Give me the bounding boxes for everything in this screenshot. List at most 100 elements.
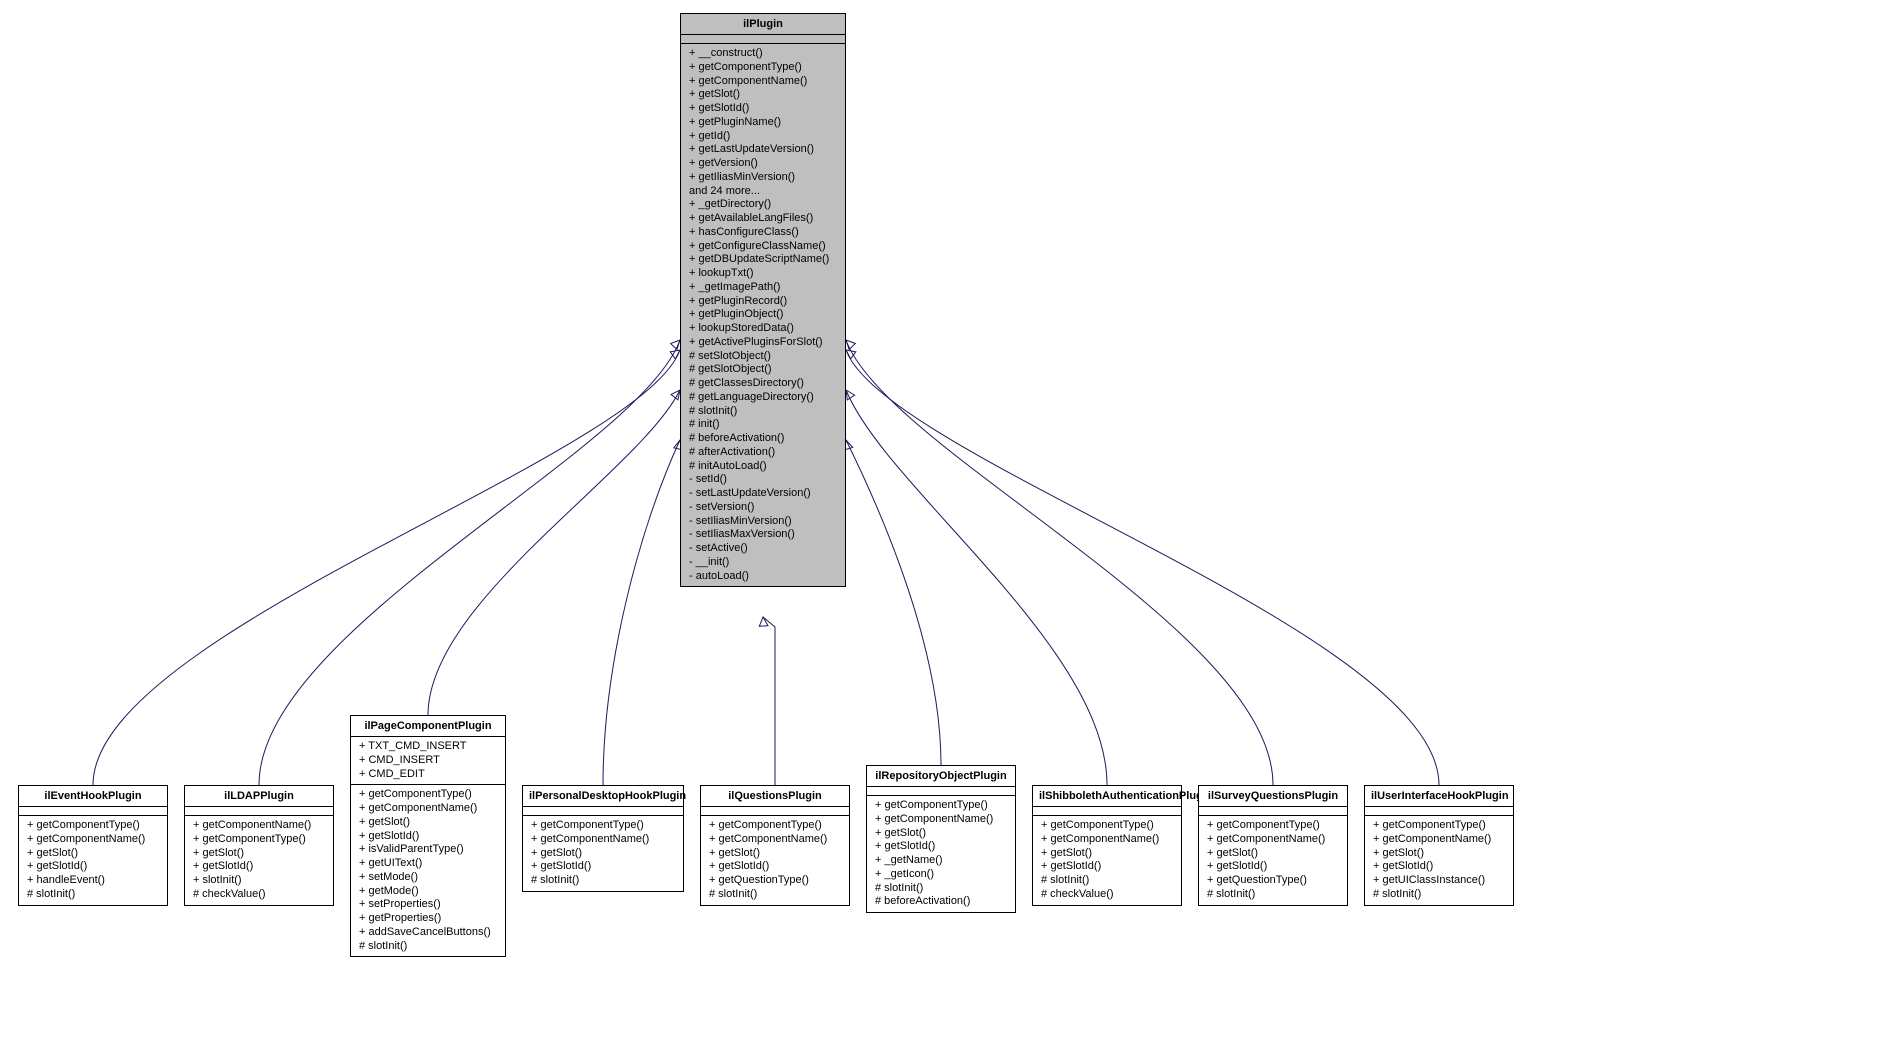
method[interactable]: # initAutoLoad() [689,460,837,474]
method[interactable]: + getSlot() [193,847,325,861]
method[interactable]: + getLastUpdateVersion() [689,143,837,157]
method[interactable]: # beforeActivation() [689,432,837,446]
method[interactable]: # checkValue() [1041,888,1173,902]
method[interactable]: + _getImagePath() [689,281,837,295]
method[interactable]: + getComponentType() [1041,819,1173,833]
method[interactable]: + getSlot() [709,847,841,861]
method[interactable]: # slotInit() [1041,874,1173,888]
method[interactable]: + _getIcon() [875,868,1007,882]
method[interactable]: + getVersion() [689,157,837,171]
method[interactable]: + getComponentType() [1207,819,1339,833]
method[interactable]: # init() [689,418,837,432]
method[interactable]: and 24 more... [689,185,837,199]
class-title[interactable]: ilShibbolethAuthenticationPlugin [1033,786,1181,807]
uml-class-ilSurveyQuestionsPlugin[interactable]: ilSurveyQuestionsPlugin + getComponentTyp… [1198,785,1348,906]
method[interactable]: + getComponentType() [359,788,497,802]
method[interactable]: + getSlotId() [359,830,497,844]
method[interactable]: + setMode() [359,871,497,885]
method[interactable]: - setLastUpdateVersion() [689,487,837,501]
uml-class-ilPersonalDesktopHookPlugin[interactable]: ilPersonalDesktopHookPlugin + getComponen… [522,785,684,892]
method[interactable]: - setIliasMaxVersion() [689,528,837,542]
method[interactable]: + getMode() [359,885,497,899]
method[interactable]: + getSlot() [689,88,837,102]
method[interactable]: + getComponentName() [689,75,837,89]
method[interactable]: + getSlot() [27,847,159,861]
method[interactable]: + getComponentName() [27,833,159,847]
method[interactable]: + getProperties() [359,912,497,926]
method[interactable]: + getComponentName() [709,833,841,847]
class-title[interactable]: ilSurveyQuestionsPlugin [1199,786,1347,807]
method[interactable]: + getComponentName() [1041,833,1173,847]
method[interactable]: + getConfigureClassName() [689,240,837,254]
method[interactable]: + getSlotId() [1041,860,1173,874]
method[interactable]: + getUIClassInstance() [1373,874,1505,888]
uml-class-ilLDAPPlugin[interactable]: ilLDAPPlugin+ getComponentName()+ getCom… [184,785,334,906]
method[interactable]: - autoLoad() [689,570,837,584]
method[interactable]: + lookupTxt() [689,267,837,281]
method[interactable]: # slotInit() [27,888,159,902]
attribute[interactable]: + CMD_EDIT [359,768,497,782]
method[interactable]: # getSlotObject() [689,363,837,377]
method[interactable]: + getSlotId() [875,840,1007,854]
method[interactable]: + handleEvent() [27,874,159,888]
method[interactable]: + getSlotId() [709,860,841,874]
uml-class-ilShibbolethAuthenticationPlugin[interactable]: ilShibbolethAuthenticationPlugin + getCom… [1032,785,1182,906]
method[interactable]: + getSlot() [1041,847,1173,861]
method[interactable]: + slotInit() [193,874,325,888]
method[interactable]: + getAvailableLangFiles() [689,212,837,226]
method[interactable]: # getClassesDirectory() [689,377,837,391]
method[interactable]: + getComponentType() [709,819,841,833]
method[interactable]: + lookupStoredData() [689,322,837,336]
method[interactable]: # slotInit() [1373,888,1505,902]
method[interactable]: + getComponentType() [875,799,1007,813]
method[interactable]: # slotInit() [875,882,1007,896]
method[interactable]: # slotInit() [709,888,841,902]
method[interactable]: + getQuestionType() [709,874,841,888]
method[interactable]: + getComponentName() [359,802,497,816]
method[interactable]: + getSlot() [1207,847,1339,861]
method[interactable]: # slotInit() [1207,888,1339,902]
method[interactable]: + getSlotId() [1373,860,1505,874]
method[interactable]: + getPluginName() [689,116,837,130]
method[interactable]: + hasConfigureClass() [689,226,837,240]
method[interactable]: + getComponentName() [1207,833,1339,847]
method[interactable]: + _getName() [875,854,1007,868]
method[interactable]: + getUIText() [359,857,497,871]
method[interactable]: + getSlotId() [689,102,837,116]
method[interactable]: + getComponentType() [27,819,159,833]
class-title[interactable]: ilEventHookPlugin [19,786,167,807]
method[interactable]: + getIliasMinVersion() [689,171,837,185]
class-title[interactable]: ilLDAPPlugin [185,786,333,807]
method[interactable]: + getSlot() [875,827,1007,841]
method[interactable]: + getSlot() [531,847,675,861]
method[interactable]: + getComponentName() [875,813,1007,827]
method[interactable]: + getId() [689,130,837,144]
method[interactable]: + getComponentType() [689,61,837,75]
class-title[interactable]: ilPageComponentPlugin [351,716,505,737]
method[interactable]: + getPluginObject() [689,308,837,322]
class-title[interactable]: ilUserInterfaceHookPlugin [1365,786,1513,807]
uml-class-ilPlugin[interactable]: ilPlugin+ __construct()+ getComponentTyp… [680,13,846,587]
method[interactable]: + addSaveCancelButtons() [359,926,497,940]
method[interactable]: + getPluginRecord() [689,295,837,309]
uml-class-ilEventHookPlugin[interactable]: ilEventHookPlugin+ getComponentType()+ g… [18,785,168,906]
uml-class-ilUserInterfaceHookPlugin[interactable]: ilUserInterfaceHookPlugin + getComponentT… [1364,785,1514,906]
class-title[interactable]: ilPersonalDesktopHookPlugin [523,786,683,807]
method[interactable]: + getActivePluginsForSlot() [689,336,837,350]
method[interactable]: # slotInit() [359,940,497,954]
method[interactable]: + getSlot() [1373,847,1505,861]
method[interactable]: - setId() [689,473,837,487]
method[interactable]: # getLanguageDirectory() [689,391,837,405]
class-title[interactable]: ilRepositoryObjectPlugin [867,766,1015,787]
method[interactable]: - setVersion() [689,501,837,515]
method[interactable]: + getComponentType() [531,819,675,833]
method[interactable]: + __construct() [689,47,837,61]
method[interactable]: + getComponentType() [193,833,325,847]
method[interactable]: + getDBUpdateScriptName() [689,253,837,267]
method[interactable]: + getSlotId() [27,860,159,874]
uml-class-ilQuestionsPlugin[interactable]: ilQuestionsPlugin+ getComponentType()+ g… [700,785,850,906]
method[interactable]: # setSlotObject() [689,350,837,364]
method[interactable]: # slotInit() [531,874,675,888]
method[interactable]: # beforeActivation() [875,895,1007,909]
method[interactable]: + getComponentType() [1373,819,1505,833]
